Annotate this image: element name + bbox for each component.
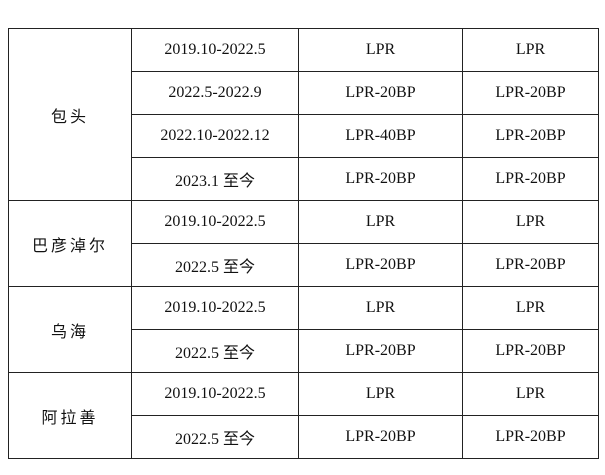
- rate-cell: LPR: [298, 200, 463, 244]
- region-cell: 巴彦淖尔: [8, 200, 132, 287]
- table-body: 包头 2019.10-2022.5 LPR LPR 2022.5-2022.9 LPR-2…: [8, 28, 599, 459]
- table-row: 2022.5 至今 LPR-20BP LPR-20BP: [9, 243, 599, 287]
- region-cell: 包头: [8, 28, 132, 201]
- rate-cell: LPR: [298, 286, 463, 330]
- table-row: 2022.10-2022.12 LPR-40BP LPR-20BP: [9, 114, 599, 158]
- table-row: 阿拉善 2019.10-2022.5 LPR LPR: [8, 372, 599, 459]
- rate-cell: LPR-20BP: [462, 243, 599, 287]
- table-row: 巴彦淖尔 2019.10-2022.5 LPR LPR: [8, 200, 599, 287]
- period-cell: 2022.5-2022.9: [131, 71, 299, 115]
- table-row: 乌海 2019.10-2022.5 LPR LPR: [8, 286, 599, 373]
- period-cell: 2019.10-2022.5: [131, 28, 299, 72]
- rate-cell: LPR-20BP: [462, 415, 599, 459]
- period-cell: 2022.5 至今: [131, 415, 299, 459]
- rate-cell: LPR-20BP: [298, 415, 463, 459]
- period-cell: 2023.1 至今: [131, 157, 299, 201]
- rate-cell: LPR: [298, 28, 463, 72]
- period-cell: 2019.10-2022.5: [131, 372, 299, 416]
- period-cell: 2022.5 至今: [131, 243, 299, 287]
- table-row: 包头 2019.10-2022.5 LPR LPR: [8, 28, 599, 201]
- rate-cell: LPR: [298, 372, 463, 416]
- region-cell: 阿拉善: [8, 372, 132, 459]
- rate-cell: LPR-20BP: [298, 243, 463, 287]
- period-cell: 2022.10-2022.12: [131, 114, 299, 158]
- rate-cell: LPR: [462, 286, 599, 330]
- period-cell: 2019.10-2022.5: [131, 286, 299, 330]
- rate-cell: LPR: [462, 28, 599, 72]
- rate-table: 包头 2019.10-2022.5 LPR LPR 2022.5-2022.9 LPR-2…: [8, 28, 599, 459]
- rate-cell: LPR-20BP: [462, 71, 599, 115]
- period-cell: 2019.10-2022.5: [131, 200, 299, 244]
- rate-cell: LPR-20BP: [298, 329, 463, 373]
- rate-cell: LPR-20BP: [462, 114, 599, 158]
- rate-cell: LPR: [462, 372, 599, 416]
- table-row: 2022.5 至今 LPR-20BP LPR-20BP: [9, 329, 599, 373]
- rate-cell: LPR: [462, 200, 599, 244]
- table-row: 2022.5-2022.9 LPR-20BP LPR-20BP: [9, 71, 599, 115]
- rate-cell: LPR-20BP: [462, 329, 599, 373]
- rate-cell: LPR-40BP: [298, 114, 463, 158]
- period-cell: 2022.5 至今: [131, 329, 299, 373]
- rate-cell: LPR-20BP: [298, 71, 463, 115]
- table-row: 2022.5 至今 LPR-20BP LPR-20BP: [9, 415, 599, 459]
- rate-cell: LPR-20BP: [298, 157, 463, 201]
- table-row: 2023.1 至今 LPR-20BP LPR-20BP: [9, 157, 599, 201]
- region-cell: 乌海: [8, 286, 132, 373]
- rate-cell: LPR-20BP: [462, 157, 599, 201]
